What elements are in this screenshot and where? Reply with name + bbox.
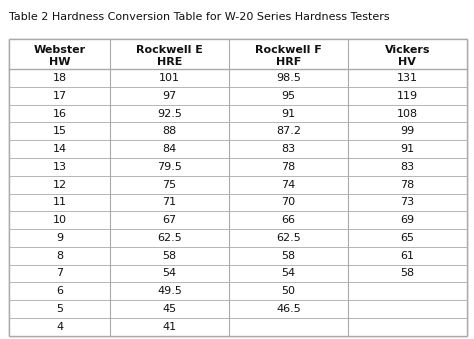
Text: 83: 83 bbox=[401, 162, 414, 172]
Text: Webster: Webster bbox=[34, 45, 86, 55]
Text: 14: 14 bbox=[53, 144, 67, 154]
Text: 79.5: 79.5 bbox=[157, 162, 182, 172]
Text: HW: HW bbox=[49, 57, 71, 67]
Text: 69: 69 bbox=[401, 215, 414, 225]
Text: 91: 91 bbox=[401, 144, 414, 154]
Bar bbox=[9, 318, 467, 336]
Text: 4: 4 bbox=[56, 322, 64, 332]
Bar bbox=[9, 39, 467, 336]
Text: 13: 13 bbox=[53, 162, 67, 172]
Bar bbox=[9, 158, 467, 176]
Text: 5: 5 bbox=[56, 304, 64, 314]
Bar bbox=[9, 300, 467, 318]
Text: 67: 67 bbox=[163, 215, 177, 225]
Text: 54: 54 bbox=[163, 268, 177, 278]
Text: 101: 101 bbox=[159, 73, 180, 83]
Bar bbox=[9, 211, 467, 229]
Text: 16: 16 bbox=[53, 108, 67, 119]
Text: HRF: HRF bbox=[276, 57, 301, 67]
Bar bbox=[9, 176, 467, 194]
Text: 75: 75 bbox=[163, 180, 177, 190]
Text: 92.5: 92.5 bbox=[157, 108, 182, 119]
Text: 119: 119 bbox=[397, 91, 418, 101]
Bar bbox=[9, 247, 467, 264]
Bar bbox=[9, 105, 467, 122]
Text: 58: 58 bbox=[282, 251, 296, 261]
Text: 74: 74 bbox=[282, 180, 296, 190]
Text: 78: 78 bbox=[401, 180, 415, 190]
Text: 50: 50 bbox=[282, 286, 295, 296]
Text: 8: 8 bbox=[56, 251, 64, 261]
Text: 58: 58 bbox=[401, 268, 414, 278]
Text: 70: 70 bbox=[282, 197, 296, 207]
Text: 66: 66 bbox=[282, 215, 295, 225]
Text: 54: 54 bbox=[282, 268, 296, 278]
Bar bbox=[9, 229, 467, 247]
Bar bbox=[9, 264, 467, 282]
Text: 58: 58 bbox=[163, 251, 177, 261]
Text: 9: 9 bbox=[56, 233, 64, 243]
Bar bbox=[9, 39, 467, 336]
Text: HV: HV bbox=[399, 57, 416, 67]
Text: 49.5: 49.5 bbox=[157, 286, 182, 296]
Text: 78: 78 bbox=[282, 162, 296, 172]
Text: 62.5: 62.5 bbox=[157, 233, 182, 243]
Bar bbox=[9, 194, 467, 211]
Text: 73: 73 bbox=[401, 197, 414, 207]
Bar bbox=[9, 69, 467, 87]
Text: 6: 6 bbox=[56, 286, 64, 296]
Text: 41: 41 bbox=[163, 322, 177, 332]
Text: 7: 7 bbox=[56, 268, 64, 278]
Text: 108: 108 bbox=[397, 108, 418, 119]
Text: 98.5: 98.5 bbox=[276, 73, 301, 83]
Bar bbox=[9, 282, 467, 300]
Text: 88: 88 bbox=[163, 126, 177, 136]
Bar bbox=[9, 39, 467, 69]
Text: 97: 97 bbox=[163, 91, 177, 101]
Text: Table 2 Hardness Conversion Table for W-20 Series Hardness Testers: Table 2 Hardness Conversion Table for W-… bbox=[9, 12, 390, 22]
Text: 62.5: 62.5 bbox=[276, 233, 301, 243]
Text: 131: 131 bbox=[397, 73, 418, 83]
Bar bbox=[9, 140, 467, 158]
Text: 61: 61 bbox=[401, 251, 414, 261]
Text: 99: 99 bbox=[401, 126, 415, 136]
Text: 84: 84 bbox=[163, 144, 177, 154]
Text: 91: 91 bbox=[282, 108, 296, 119]
Text: 65: 65 bbox=[401, 233, 414, 243]
Text: 95: 95 bbox=[282, 91, 296, 101]
Text: 46.5: 46.5 bbox=[276, 304, 301, 314]
Text: 17: 17 bbox=[53, 91, 67, 101]
Text: Rockwell F: Rockwell F bbox=[255, 45, 322, 55]
Bar bbox=[9, 87, 467, 105]
Text: Vickers: Vickers bbox=[385, 45, 430, 55]
Text: 83: 83 bbox=[282, 144, 296, 154]
Text: 12: 12 bbox=[53, 180, 67, 190]
Text: 10: 10 bbox=[53, 215, 67, 225]
Text: 45: 45 bbox=[163, 304, 177, 314]
Text: 18: 18 bbox=[53, 73, 67, 83]
Text: Rockwell E: Rockwell E bbox=[136, 45, 203, 55]
Text: 87.2: 87.2 bbox=[276, 126, 301, 136]
Text: 15: 15 bbox=[53, 126, 67, 136]
Text: 11: 11 bbox=[53, 197, 67, 207]
Text: HRE: HRE bbox=[157, 57, 182, 67]
Bar bbox=[9, 122, 467, 140]
Text: 71: 71 bbox=[163, 197, 177, 207]
